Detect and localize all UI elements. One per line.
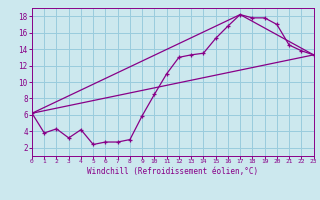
X-axis label: Windchill (Refroidissement éolien,°C): Windchill (Refroidissement éolien,°C)	[87, 167, 258, 176]
